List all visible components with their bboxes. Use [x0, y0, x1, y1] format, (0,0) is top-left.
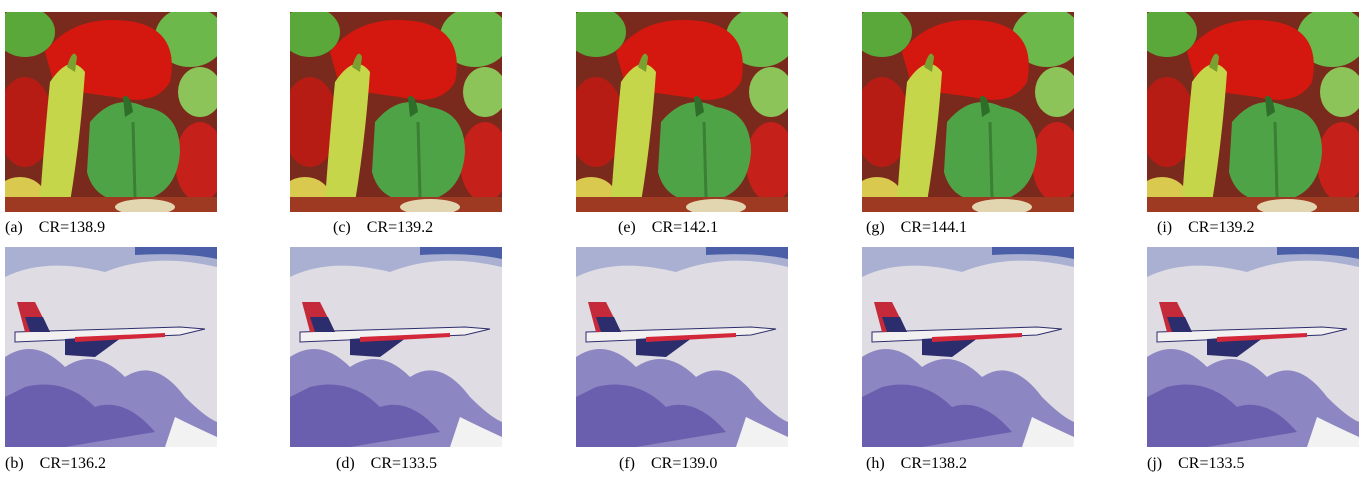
image-content — [5, 12, 217, 212]
caption-label: (c) — [333, 219, 351, 236]
image — [576, 12, 788, 212]
caption-text: CR=144.1 — [901, 219, 967, 236]
caption-text: CR=136.2 — [40, 455, 106, 472]
caption: (h) CR=138.2 — [866, 455, 967, 473]
caption: (d) CR=133.5 — [336, 455, 437, 473]
caption-text: CR=139.0 — [651, 455, 717, 472]
caption: (b) CR=136.2 — [5, 455, 106, 473]
caption-text: CR=142.1 — [652, 219, 718, 236]
image — [5, 247, 217, 447]
caption: (a) CR=138.9 — [5, 219, 105, 237]
caption-label: (g) — [866, 219, 885, 236]
image-content — [1147, 12, 1359, 212]
caption-text: CR=139.2 — [1188, 219, 1254, 236]
caption-text: CR=133.5 — [371, 455, 437, 472]
image-content — [576, 12, 788, 212]
image-content — [5, 247, 217, 447]
image — [5, 12, 217, 212]
caption: (g) CR=144.1 — [866, 219, 967, 237]
caption-label: (i) — [1157, 219, 1172, 236]
caption-label: (d) — [336, 455, 355, 472]
image — [862, 247, 1074, 447]
caption: (c) CR=139.2 — [333, 219, 433, 237]
caption-label: (j) — [1147, 455, 1162, 472]
image — [862, 12, 1074, 212]
image-content — [1147, 247, 1359, 447]
caption: (e) CR=142.1 — [618, 219, 718, 237]
caption-label: (h) — [866, 455, 885, 472]
caption: (f) CR=139.0 — [619, 455, 717, 473]
caption-text: CR=138.9 — [39, 219, 105, 236]
caption-text: CR=139.2 — [367, 219, 433, 236]
image — [576, 247, 788, 447]
image — [1147, 12, 1359, 212]
image — [290, 12, 502, 212]
caption-text: CR=133.5 — [1178, 455, 1244, 472]
image — [290, 247, 502, 447]
caption-label: (f) — [619, 455, 635, 472]
image — [1147, 247, 1359, 447]
caption-label: (e) — [618, 219, 636, 236]
figure: (a) CR=138.9 (c) CR=139.2 (e) CR=142.1 (g) CR=1… — [0, 0, 1367, 477]
image-content — [862, 247, 1074, 447]
caption-label: (b) — [5, 455, 24, 472]
caption: (j) CR=133.5 — [1147, 455, 1244, 473]
caption: (i) CR=139.2 — [1157, 219, 1254, 237]
caption-text: CR=138.2 — [901, 455, 967, 472]
image-content — [290, 12, 502, 212]
image-content — [862, 12, 1074, 212]
image-content — [576, 247, 788, 447]
caption-label: (a) — [5, 219, 23, 236]
image-content — [290, 247, 502, 447]
